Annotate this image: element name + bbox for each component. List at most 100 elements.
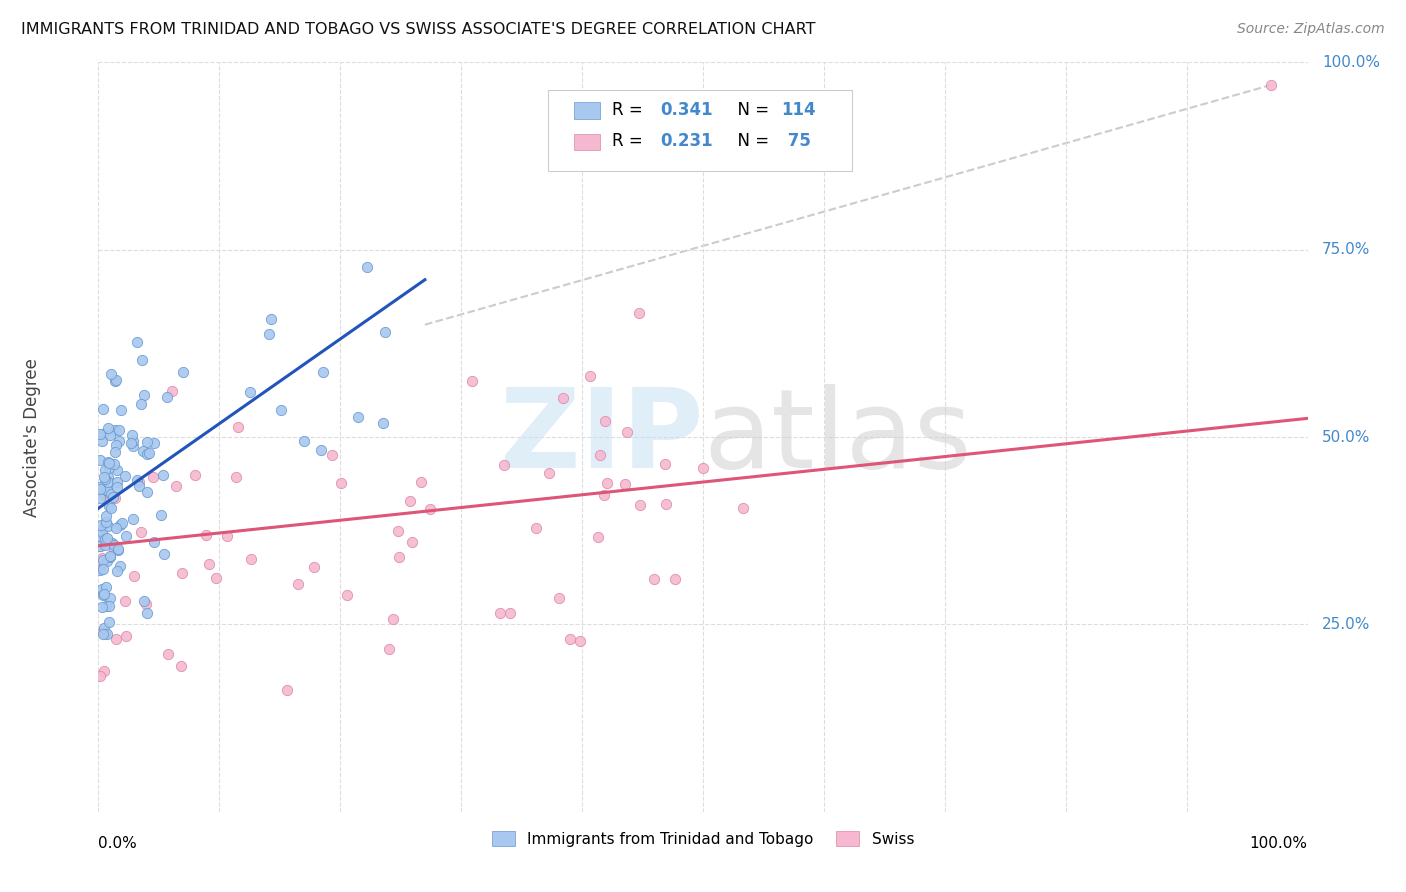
Point [90, 434, 112, 448]
Point [91, 528, 114, 542]
Point [89, 539, 111, 553]
Point [153, 548, 176, 562]
Point [205, 571, 228, 585]
Point [489, 607, 512, 621]
Point [129, 397, 152, 411]
Text: N =: N = [727, 101, 775, 119]
Point [172, 365, 194, 379]
Point [114, 629, 136, 643]
Point [548, 591, 571, 605]
Point [122, 568, 145, 582]
Point [627, 306, 650, 320]
Point [1260, 78, 1282, 92]
Point [93, 472, 115, 486]
Point [91, 588, 114, 602]
Point [96, 531, 118, 545]
Point [731, 500, 754, 515]
Point [114, 468, 136, 483]
Point [94, 532, 117, 546]
Point [94, 538, 117, 552]
Point [356, 260, 378, 274]
Point [170, 566, 193, 580]
Point [98, 428, 121, 442]
Point [215, 529, 238, 543]
Point [292, 434, 315, 449]
Point [93, 664, 115, 678]
Text: 114: 114 [782, 101, 817, 119]
Point [93, 485, 115, 500]
Point [97, 519, 120, 533]
Point [100, 367, 122, 381]
Point [593, 488, 616, 502]
Point [93, 469, 115, 483]
Point [150, 508, 173, 522]
Point [91, 524, 114, 539]
Text: 50.0%: 50.0% [1322, 430, 1371, 444]
Point [411, 475, 433, 489]
FancyBboxPatch shape [548, 90, 852, 171]
Point [381, 612, 404, 626]
Point [103, 491, 125, 505]
Point [135, 606, 157, 620]
Point [98, 456, 121, 470]
Point [643, 572, 665, 586]
Point [398, 494, 420, 508]
Point [96, 554, 118, 568]
Point [127, 473, 149, 487]
Point [98, 550, 121, 565]
Text: R =: R = [613, 132, 648, 150]
Point [89, 561, 111, 575]
Point [103, 538, 125, 552]
Point [96, 483, 118, 497]
Text: N =: N = [727, 132, 775, 150]
Point [96, 599, 118, 614]
Point [89, 539, 111, 553]
Point [152, 467, 174, 482]
Point [104, 632, 127, 646]
Point [120, 435, 142, 450]
Point [170, 659, 193, 673]
Point [664, 572, 686, 586]
Point [136, 435, 159, 450]
Point [103, 457, 125, 471]
Point [89, 482, 111, 496]
Legend: Immigrants from Trinidad and Tobago, Swiss: Immigrants from Trinidad and Tobago, Swi… [486, 824, 920, 853]
Point [94, 488, 117, 502]
Point [97, 421, 120, 435]
Point [121, 428, 143, 442]
Point [110, 403, 132, 417]
Point [135, 447, 157, 461]
Point [347, 410, 370, 425]
Point [105, 521, 128, 535]
Point [387, 549, 409, 564]
Point [101, 490, 124, 504]
Point [94, 463, 117, 477]
Point [98, 499, 121, 513]
Point [302, 559, 325, 574]
Point [94, 626, 117, 640]
Point [692, 461, 714, 475]
Point [100, 486, 122, 500]
Point [260, 312, 283, 326]
Point [114, 529, 136, 543]
Point [89, 453, 111, 467]
Point [184, 468, 207, 483]
Point [419, 502, 441, 516]
Point [524, 521, 547, 535]
Point [93, 587, 115, 601]
Point [96, 508, 118, 523]
Point [538, 466, 561, 480]
Text: 100.0%: 100.0% [1250, 836, 1308, 851]
Point [321, 448, 343, 462]
Point [135, 597, 157, 611]
Text: 0.341: 0.341 [661, 101, 713, 119]
Point [97, 455, 120, 469]
Point [104, 445, 127, 459]
Point [596, 476, 619, 491]
Point [105, 475, 128, 490]
Text: R =: R = [613, 101, 648, 119]
Point [551, 391, 574, 405]
Text: ZIP: ZIP [499, 384, 703, 491]
Point [96, 515, 118, 529]
Point [89, 563, 111, 577]
